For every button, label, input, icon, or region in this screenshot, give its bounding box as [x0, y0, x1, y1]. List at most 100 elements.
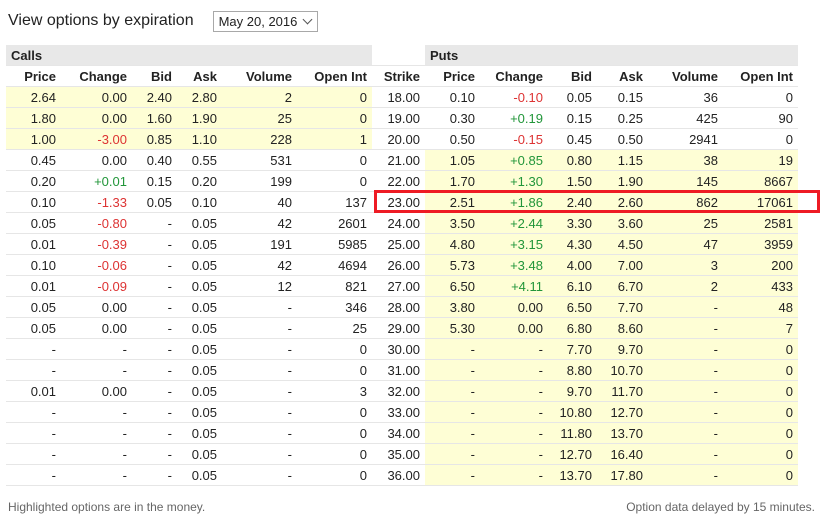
call-change: - — [61, 464, 132, 486]
call-price: - — [6, 401, 61, 423]
col-header-call-change[interactable]: Change — [61, 65, 132, 87]
put-ask: 10.70 — [597, 359, 648, 381]
put-change: +1.86 — [480, 191, 548, 213]
table-row[interactable]: 0.01 -0.39-0.05 191 5985 25.00 4.80 +3.15 4.30 4… — [6, 233, 798, 255]
put-price: - — [425, 443, 480, 465]
col-header-put-volume[interactable]: Volume — [648, 65, 723, 87]
table-row[interactable]: 0.45 0.00 0.40 0.55 531 0 21.00 1.05 +0.85 0.80 1.… — [6, 149, 798, 171]
call-bid: 0.15 — [132, 170, 177, 192]
col-header-put-open-int[interactable]: Open Int — [723, 65, 798, 87]
table-row[interactable]: 0.05 -0.80-0.05 42 2601 24.00 3.50 +2.44 3.30 3.… — [6, 212, 798, 234]
table-row[interactable]: - - -0.05-0 35.00- -12.70 16.40-0 — [6, 443, 798, 465]
put-bid: 7.70 — [548, 338, 597, 360]
col-header-call-volume[interactable]: Volume — [222, 65, 297, 87]
strike-cell: 31.00 — [372, 359, 425, 381]
call-bid: - — [132, 401, 177, 423]
call-open-int: 4694 — [297, 254, 372, 276]
table-row[interactable]: 0.05 0.00-0.05-346 28.00 3.80 0.00 6.50 7.70-4… — [6, 296, 798, 318]
strike-cell: 30.00 — [372, 338, 425, 360]
table-row[interactable]: 0.10 -1.33 0.05 0.10 40 137 23.00 2.51 +1.86 2.40… — [6, 191, 798, 213]
call-volume: 2 — [222, 86, 297, 108]
strike-cell: 36.00 — [372, 464, 425, 486]
put-price: 5.30 — [425, 317, 480, 339]
col-header-call-bid[interactable]: Bid — [132, 65, 177, 87]
call-price: 0.20 — [6, 170, 61, 192]
put-change: +3.48 — [480, 254, 548, 276]
call-ask: 0.05 — [177, 443, 222, 465]
put-bid: 13.70 — [548, 464, 597, 486]
table-row[interactable]: - - -0.05-0 36.00- -13.70 17.80-0 — [6, 464, 798, 486]
table-row[interactable]: 0.01 0.00-0.05-3 32.00- -9.70 11.70-0 — [6, 380, 798, 402]
table-row[interactable]: - - -0.05-0 31.00- -8.80 10.70-0 — [6, 359, 798, 381]
put-open-int: 0 — [723, 128, 798, 150]
col-header-put-ask[interactable]: Ask — [597, 65, 648, 87]
put-bid: 2.40 — [548, 191, 597, 213]
call-bid: - — [132, 422, 177, 444]
col-header-call-ask[interactable]: Ask — [177, 65, 222, 87]
put-price: 0.30 — [425, 107, 480, 129]
col-header-put-change[interactable]: Change — [480, 65, 548, 87]
put-change: -0.10 — [480, 86, 548, 108]
call-volume: 40 — [222, 191, 297, 213]
put-change: - — [480, 359, 548, 381]
call-change: 0.00 — [61, 380, 132, 402]
call-ask: 1.90 — [177, 107, 222, 129]
put-bid: 4.00 — [548, 254, 597, 276]
call-price: - — [6, 338, 61, 360]
expiration-toolbar: View options by expiration May 20, 2016 — [8, 9, 319, 33]
calls-group-header: Calls — [6, 45, 372, 66]
call-change: -0.80 — [61, 212, 132, 234]
put-bid: 11.80 — [548, 422, 597, 444]
put-ask: 8.60 — [597, 317, 648, 339]
call-ask: 0.20 — [177, 170, 222, 192]
put-volume: 2941 — [648, 128, 723, 150]
put-ask: 0.50 — [597, 128, 648, 150]
put-ask: 1.15 — [597, 149, 648, 171]
table-row[interactable]: - - -0.05-0 30.00- -7.70 9.70-0 — [6, 338, 798, 360]
call-ask: 0.05 — [177, 401, 222, 423]
table-row[interactable]: 0.10 -0.06-0.05 42 4694 26.00 5.73 +3.48 4.00 7.… — [6, 254, 798, 276]
put-price: 6.50 — [425, 275, 480, 297]
table-row[interactable]: 0.01 -0.09-0.05 12 821 27.00 6.50 +4.11 6.10 6.7… — [6, 275, 798, 297]
table-row[interactable]: 1.80 0.00 1.60 1.90 25 0 19.00 0.30 +0.19 0.15 0.2… — [6, 107, 798, 129]
col-header-put-price[interactable]: Price — [425, 65, 480, 87]
put-ask: 9.70 — [597, 338, 648, 360]
table-row[interactable]: - - -0.05-0 34.00- -11.80 13.70-0 — [6, 422, 798, 444]
put-price: - — [425, 464, 480, 486]
strike-cell: 34.00 — [372, 422, 425, 444]
table-row[interactable]: 0.20 +0.01 0.15 0.20 199 0 22.00 1.70 +1.30 1.50 1… — [6, 170, 798, 192]
put-price: 5.73 — [425, 254, 480, 276]
col-header-strike[interactable]: Strike — [372, 65, 425, 87]
put-bid: 0.80 — [548, 149, 597, 171]
col-header-call-price[interactable]: Price — [6, 65, 61, 87]
call-price: - — [6, 422, 61, 444]
put-open-int: 0 — [723, 422, 798, 444]
page-title: View options by expiration — [8, 12, 194, 29]
strike-cell: 29.00 — [372, 317, 425, 339]
table-row[interactable]: - - -0.05-0 33.00- -10.80 12.70-0 — [6, 401, 798, 423]
col-header-call-open-int[interactable]: Open Int — [297, 65, 372, 87]
put-open-int: 433 — [723, 275, 798, 297]
put-open-int: 48 — [723, 296, 798, 318]
call-change: - — [61, 422, 132, 444]
table-row[interactable]: 0.05 0.00-0.05-25 29.00 5.30 0.00 6.80 8.60-7 — [6, 317, 798, 339]
put-price: 0.50 — [425, 128, 480, 150]
strike-cell: 35.00 — [372, 443, 425, 465]
call-price: - — [6, 464, 61, 486]
call-volume: - — [222, 338, 297, 360]
expiration-select[interactable]: May 20, 2016 — [212, 10, 319, 32]
call-price: 0.01 — [6, 233, 61, 255]
chevron-down-icon — [302, 14, 313, 24]
call-ask: 0.05 — [177, 422, 222, 444]
call-ask: 1.10 — [177, 128, 222, 150]
strike-cell: 20.00 — [372, 128, 425, 150]
call-price: 1.80 — [6, 107, 61, 129]
strike-cell: 23.00 — [372, 191, 425, 213]
put-volume: - — [648, 380, 723, 402]
col-header-put-bid[interactable]: Bid — [548, 65, 597, 87]
call-open-int: 0 — [297, 338, 372, 360]
strike-group-spacer — [372, 45, 425, 66]
put-volume: 145 — [648, 170, 723, 192]
table-row[interactable]: 2.64 0.00 2.40 2.80 2 0 18.00 0.10 -0.10 0.05 0.15… — [6, 86, 798, 108]
table-row[interactable]: 1.00 -3.00 0.85 1.10 228 1 20.00 0.50 -0.15 0.45 0… — [6, 128, 798, 150]
